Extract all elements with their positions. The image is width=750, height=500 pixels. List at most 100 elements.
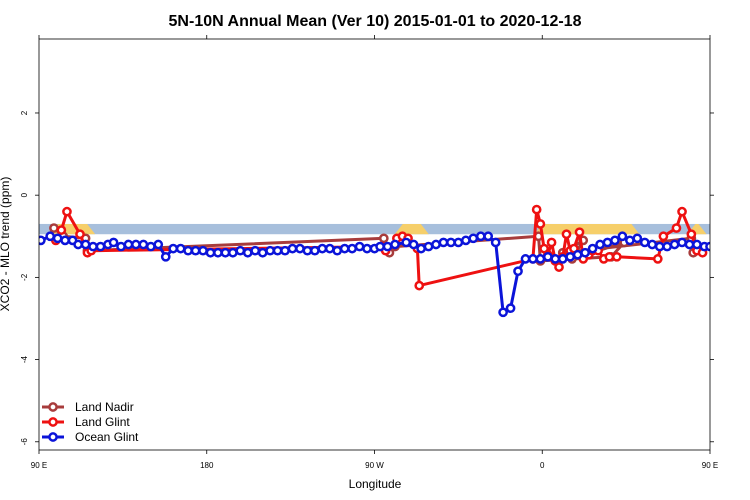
data-point: [378, 233, 389, 244]
data-point: [257, 247, 268, 258]
land-band-segment: [534, 223, 640, 235]
data-point: [550, 254, 561, 264]
data-point: [483, 231, 494, 242]
data-point: [520, 254, 531, 264]
legend-swatch-marker: [48, 417, 58, 427]
data-point: [595, 239, 605, 250]
data-point: [574, 227, 585, 238]
y-axis-label: XCO2 - MLO trend (ppm): [0, 177, 12, 312]
data-point: [686, 229, 697, 240]
data-point: [669, 239, 680, 250]
x-tick-label: 90 W: [365, 461, 384, 470]
data-point: [362, 243, 372, 254]
data-point: [705, 241, 710, 252]
legend-swatch-marker: [48, 432, 58, 442]
data-point: [625, 235, 635, 246]
chart-title: 5N-10N Annual Mean (Ver 10) 2015-01-01 t…: [169, 13, 582, 30]
data-point: [528, 254, 538, 264]
data-point: [446, 237, 456, 248]
series-group: [39, 204, 710, 318]
series-ocean-glint: [39, 231, 710, 318]
data-point: [175, 243, 186, 254]
x-tick-label: 90 E: [31, 461, 47, 470]
data-point: [662, 241, 672, 252]
legend-swatch-marker: [48, 402, 58, 412]
data-point: [295, 243, 305, 254]
data-point: [280, 245, 290, 256]
data-point: [414, 280, 425, 291]
data-point: [610, 235, 620, 246]
data-point: [401, 237, 412, 248]
data-point: [250, 245, 261, 256]
data-point: [632, 233, 643, 244]
data-point: [542, 251, 553, 262]
data-point: [60, 235, 70, 246]
data-point: [302, 245, 313, 256]
data-point: [56, 225, 67, 235]
data-point: [347, 243, 357, 254]
y-tick-label: -6: [20, 438, 29, 446]
data-point: [602, 237, 613, 248]
data-point: [52, 233, 63, 244]
data-point: [587, 243, 598, 254]
data-point: [153, 239, 164, 250]
data-point: [505, 303, 516, 314]
data-point: [468, 233, 479, 244]
data-point: [73, 239, 83, 250]
data-point: [375, 241, 385, 252]
data-point: [324, 243, 335, 254]
data-point: [310, 245, 320, 256]
data-point: [205, 247, 216, 258]
data-point: [572, 249, 583, 260]
y-tick-label: 0: [20, 192, 29, 197]
land-ocean-band: [39, 223, 710, 235]
data-point: [408, 239, 419, 250]
data-point: [235, 245, 246, 256]
data-point: [49, 223, 59, 233]
data-point: [531, 204, 542, 215]
y-tick-label: 2: [20, 110, 29, 115]
data-point: [565, 251, 576, 262]
ocean-band: [39, 223, 710, 235]
data-point: [647, 239, 658, 250]
x-tick-label: 180: [200, 461, 214, 470]
data-point: [265, 245, 275, 256]
data-point: [227, 247, 238, 258]
data-point: [287, 243, 298, 254]
data-point: [45, 231, 56, 242]
data-point: [354, 241, 365, 252]
data-point: [561, 229, 572, 240]
data-point: [535, 219, 546, 229]
data-point: [423, 241, 434, 252]
data-point: [475, 231, 486, 242]
data-point: [677, 237, 687, 248]
legend-label: Land Nadir: [75, 400, 134, 414]
data-point: [438, 237, 449, 248]
data-point: [654, 241, 665, 252]
data-point: [684, 239, 695, 250]
data-point: [95, 241, 106, 252]
data-point: [198, 245, 208, 256]
data-point: [80, 239, 91, 250]
data-point: [116, 241, 126, 252]
x-tick-label: 0: [540, 461, 545, 470]
data-point: [168, 243, 179, 254]
data-point: [677, 206, 687, 217]
data-point: [88, 241, 98, 252]
data-point: [242, 247, 253, 258]
data-point: [513, 266, 523, 277]
data-point: [453, 237, 464, 248]
data-point: [138, 239, 149, 250]
data-point: [546, 237, 557, 248]
y-tick-label: -2: [20, 273, 29, 281]
data-point: [190, 245, 201, 256]
data-point: [580, 247, 590, 258]
data-point: [416, 243, 426, 254]
data-point: [611, 251, 622, 262]
x-axis-label: Longitude: [349, 477, 402, 491]
data-point: [604, 251, 615, 262]
data-point: [108, 237, 119, 248]
data-point: [220, 247, 231, 258]
